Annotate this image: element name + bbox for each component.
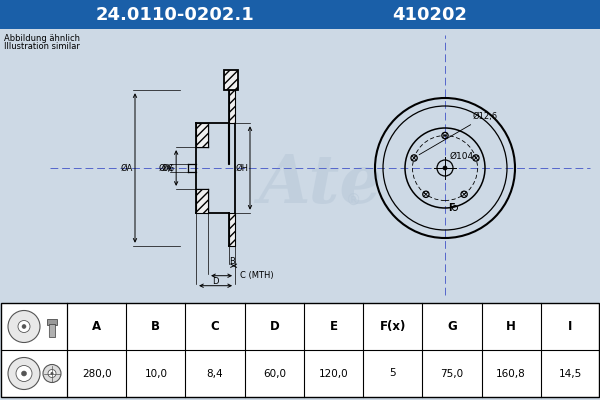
Text: 410202: 410202 — [392, 6, 467, 24]
Circle shape — [50, 372, 53, 375]
Text: D: D — [212, 277, 219, 286]
Text: I: I — [568, 320, 572, 333]
Text: 5: 5 — [389, 368, 396, 378]
Text: 75,0: 75,0 — [440, 368, 464, 378]
Bar — [0, 0, 600, 29]
Text: C: C — [211, 320, 220, 333]
Text: Illustration similar: Illustration similar — [4, 42, 80, 51]
Circle shape — [18, 320, 30, 332]
Circle shape — [443, 166, 447, 170]
Text: G: G — [447, 320, 457, 333]
Bar — [228, 123, 229, 164]
Text: B: B — [151, 320, 160, 333]
Text: 8,4: 8,4 — [207, 368, 223, 378]
Text: Abbildung ähnlich: Abbildung ähnlich — [4, 34, 80, 43]
Bar — [196, 123, 208, 147]
Circle shape — [22, 371, 26, 376]
Text: H: H — [506, 320, 516, 333]
Text: B: B — [229, 257, 235, 266]
Text: ØA: ØA — [121, 164, 133, 172]
Text: ØH: ØH — [235, 164, 248, 172]
Circle shape — [43, 364, 61, 382]
Circle shape — [8, 358, 40, 390]
Text: ØG: ØG — [161, 164, 175, 172]
Text: D: D — [269, 320, 279, 333]
Text: 280,0: 280,0 — [82, 368, 112, 378]
Text: 10,0: 10,0 — [145, 368, 167, 378]
Bar — [1, 303, 599, 397]
Text: ®: ® — [346, 192, 361, 208]
Bar — [224, 70, 238, 90]
Text: 60,0: 60,0 — [263, 368, 286, 378]
Bar — [49, 324, 55, 336]
Text: F: F — [448, 203, 455, 213]
Circle shape — [8, 310, 40, 342]
Bar — [47, 318, 57, 324]
Circle shape — [22, 324, 26, 328]
Bar — [196, 189, 208, 213]
Text: F(x): F(x) — [380, 320, 406, 333]
Text: Ø12,6: Ø12,6 — [419, 112, 498, 155]
Circle shape — [16, 366, 32, 382]
Text: 14,5: 14,5 — [559, 368, 582, 378]
Text: E: E — [329, 320, 337, 333]
Text: 160,8: 160,8 — [496, 368, 526, 378]
Text: A: A — [92, 320, 101, 333]
Text: Ate: Ate — [258, 152, 382, 218]
Text: 120,0: 120,0 — [319, 368, 349, 378]
Bar — [229, 90, 235, 123]
Circle shape — [48, 370, 56, 378]
Text: ØI: ØI — [158, 164, 168, 172]
Text: C (MTH): C (MTH) — [240, 271, 274, 280]
Bar — [229, 213, 235, 246]
Text: 24.0110-0202.1: 24.0110-0202.1 — [95, 6, 254, 24]
Text: Ø104: Ø104 — [450, 152, 474, 160]
